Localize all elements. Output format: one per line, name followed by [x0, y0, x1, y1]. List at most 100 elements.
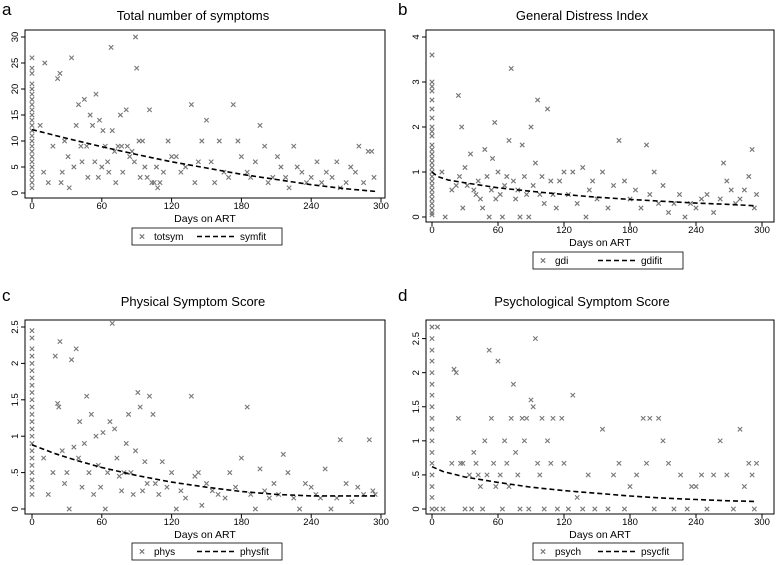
data-point	[493, 483, 499, 490]
data-point	[429, 182, 435, 189]
x-tick-label: 180	[233, 201, 249, 212]
data-point	[124, 143, 130, 149]
data-point	[621, 506, 628, 512]
data-point	[208, 159, 214, 165]
data-point	[29, 102, 35, 108]
data-point	[150, 411, 156, 417]
data-point	[741, 483, 747, 490]
data-point	[741, 187, 747, 193]
data-point	[544, 438, 551, 444]
data-point	[29, 70, 35, 76]
data-point	[29, 477, 35, 483]
data-point	[429, 196, 435, 202]
x-tick-label: 60	[97, 201, 108, 212]
data-point	[61, 480, 68, 487]
data-point	[29, 143, 35, 149]
data-point	[492, 119, 498, 126]
data-point	[203, 117, 210, 123]
data-point	[71, 444, 77, 450]
data-point	[156, 491, 162, 498]
legend-label: totsym	[154, 232, 183, 243]
legend-label: psycfit	[641, 547, 670, 558]
data-point	[89, 122, 96, 128]
data-point	[528, 397, 534, 403]
y-tick-label: 20	[10, 84, 21, 95]
data-point	[711, 472, 717, 478]
data-point	[460, 205, 466, 211]
data-point	[515, 472, 521, 478]
chart-title: Physical Symptom Score	[121, 294, 266, 309]
data-point	[638, 205, 644, 211]
data-point	[78, 143, 84, 149]
data-point	[590, 178, 596, 184]
data-point	[559, 415, 565, 421]
data-point	[112, 426, 118, 432]
data-point	[467, 151, 474, 157]
data-point	[42, 60, 48, 66]
data-point	[440, 506, 446, 512]
data-point	[280, 451, 286, 457]
data-point	[209, 488, 215, 494]
data-point	[105, 470, 111, 476]
x-tick-label: 240	[303, 201, 319, 212]
data-point	[528, 124, 534, 130]
data-point	[195, 159, 201, 165]
data-point	[29, 335, 35, 341]
data-point	[717, 438, 723, 444]
data-point	[453, 182, 459, 189]
data-point	[429, 155, 435, 162]
data-point	[724, 178, 730, 184]
data-point	[429, 79, 435, 85]
data-point	[484, 472, 490, 478]
data-point	[132, 34, 139, 40]
data-point	[230, 102, 236, 108]
y-tick-label: 0	[411, 506, 422, 511]
data-point	[142, 164, 148, 170]
data-point	[93, 433, 99, 439]
data-point	[480, 205, 486, 211]
data-point	[257, 466, 263, 472]
data-point	[737, 196, 743, 202]
data-point	[116, 473, 122, 479]
x-tick-label: 0	[29, 201, 34, 212]
data-point	[123, 107, 129, 113]
legend-marker	[139, 548, 145, 555]
data-point	[429, 506, 435, 512]
data-point	[29, 138, 35, 144]
data-point	[429, 438, 435, 444]
data-point	[153, 164, 160, 170]
panel-label: a	[2, 0, 12, 19]
data-point	[475, 472, 481, 478]
data-point	[57, 338, 63, 345]
data-point	[294, 164, 300, 170]
data-point	[429, 324, 435, 330]
data-point	[29, 484, 35, 490]
data-point	[102, 506, 108, 512]
data-point	[495, 169, 501, 175]
data-point	[57, 70, 63, 76]
y-tick-label: 0	[411, 214, 422, 219]
data-point	[98, 484, 104, 490]
data-point	[71, 164, 77, 170]
data-point	[29, 169, 35, 175]
data-point	[489, 155, 496, 162]
y-tick-label: 1	[411, 438, 422, 443]
data-point	[561, 460, 567, 466]
data-point	[146, 107, 153, 113]
data-point	[429, 160, 435, 166]
data-point	[262, 488, 268, 494]
data-point	[52, 353, 58, 359]
data-point	[605, 205, 611, 211]
x-tick-label: 240	[688, 517, 704, 528]
data-point	[429, 370, 435, 376]
data-point	[125, 411, 132, 417]
data-point	[471, 187, 477, 193]
data-point	[660, 182, 666, 189]
data-point	[164, 484, 170, 490]
data-point	[462, 506, 468, 512]
data-point	[212, 180, 218, 186]
data-point	[296, 506, 303, 512]
y-tick-label: 2	[411, 370, 422, 375]
data-point	[265, 180, 271, 186]
data-point	[519, 142, 525, 148]
